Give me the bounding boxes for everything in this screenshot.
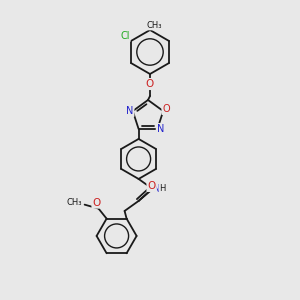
Text: O: O xyxy=(92,198,101,208)
Text: O: O xyxy=(162,104,170,114)
Text: N: N xyxy=(153,184,160,194)
Text: O: O xyxy=(146,79,154,89)
Text: H: H xyxy=(159,184,166,194)
Text: Cl: Cl xyxy=(120,31,130,41)
Text: N: N xyxy=(157,124,164,134)
Text: N: N xyxy=(126,106,134,116)
Text: CH₃: CH₃ xyxy=(146,20,162,29)
Text: CH₃: CH₃ xyxy=(67,198,82,207)
Text: O: O xyxy=(148,181,156,191)
